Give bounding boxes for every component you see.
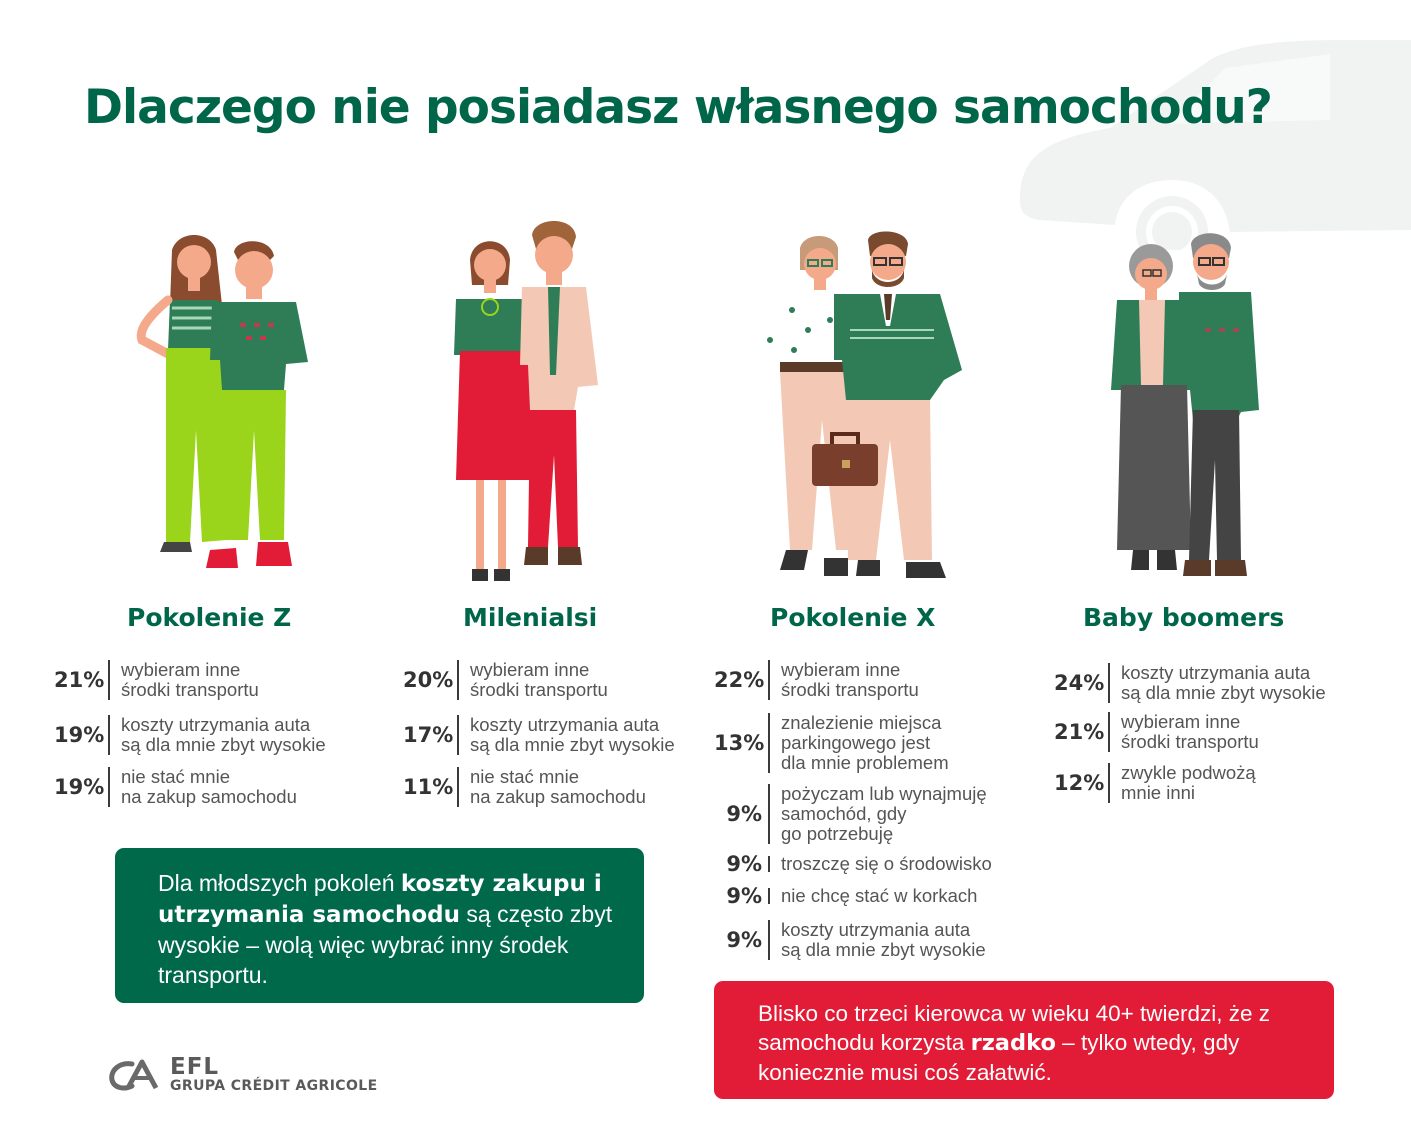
stat-item: 9% koszty utrzymania auta są dla mnie zby…	[714, 920, 986, 960]
stat-percentage: 21%	[54, 668, 105, 692]
generation-name-millennials: Milenialsi	[463, 603, 598, 632]
stat-percentage: 11%	[403, 775, 454, 799]
young-generations-note: Dla młodszych pokoleń koszty zakupu i ut…	[115, 848, 644, 1003]
logo-name: EFL	[170, 1054, 220, 1080]
ca-logo-icon	[109, 1059, 159, 1091]
stat-description: nie stać mnie na zakup samochodu	[470, 766, 646, 807]
stat-divider	[1108, 663, 1110, 703]
stat-description: znalezienie miejsca parkingowego jest dla …	[781, 712, 949, 773]
stat-description: wybieram inne środki transportu	[121, 659, 259, 700]
stat-percentage: 22%	[714, 668, 765, 692]
stat-percentage: 21%	[1054, 720, 1105, 744]
car-silhouette-icon	[1020, 40, 1411, 250]
stat-item: 11% nie stać mnie na zakup samochodu	[403, 767, 646, 807]
stat-divider	[457, 715, 459, 755]
stat-description: wybieram inne środki transportu	[470, 659, 608, 700]
stat-divider	[1108, 712, 1110, 752]
stat-percentage: 9%	[726, 884, 762, 908]
stat-item: 9% nie chcę stać w korkach	[714, 884, 977, 908]
generation-name-boomers: Baby boomers	[1083, 603, 1285, 632]
stat-description: koszty utrzymania auta są dla mnie zbyt w…	[121, 714, 326, 755]
stat-item: 12% zwykle podwożą mnie inni	[1054, 763, 1256, 803]
stat-item: 9% troszczę się o środowisko	[714, 852, 992, 876]
efl-logo: EFL GRUPA CRÉDIT AGRICOLE	[108, 1056, 378, 1094]
stat-percentage: 19%	[54, 723, 105, 747]
stat-item: 21% wybieram inne środki transportu	[54, 660, 259, 700]
stat-description: nie stać mnie na zakup samochodu	[121, 766, 297, 807]
stat-percentage: 9%	[726, 802, 762, 826]
stat-percentage: 20%	[403, 668, 454, 692]
note-text: Dla młodszych pokoleń	[158, 870, 401, 896]
stat-description: pożyczam lub wynajmuję samochód, gdy go po…	[781, 783, 987, 844]
senior-couple-illustration	[1111, 233, 1259, 576]
stat-percentage: 12%	[1054, 771, 1105, 795]
millennial-couple-illustration	[454, 221, 598, 581]
stat-item: 19% koszty utrzymania auta są dla mnie zb…	[54, 715, 326, 755]
stat-item: 13% znalezienie miejsca parkingowego jest…	[714, 713, 949, 773]
logo-subtitle: GRUPA CRÉDIT AGRICOLE	[170, 1078, 378, 1094]
stat-description: troszczę się o środowisko	[781, 853, 992, 874]
stat-divider	[768, 856, 770, 872]
stat-divider	[768, 660, 770, 700]
stat-divider	[1108, 763, 1110, 803]
stat-percentage: 9%	[726, 928, 762, 952]
stat-item: 22% wybieram inne środki transportu	[714, 660, 919, 700]
stat-divider	[457, 767, 459, 807]
stat-item: 24% koszty utrzymania auta są dla mnie zb…	[1054, 663, 1326, 703]
stat-divider	[768, 713, 770, 773]
stat-item: 19% nie stać mnie na zakup samochodu	[54, 767, 297, 807]
generation-name-z: Pokolenie Z	[127, 603, 292, 632]
genx-couple-illustration	[767, 231, 962, 578]
stat-divider	[108, 660, 110, 700]
generation-name-x: Pokolenie X	[770, 603, 936, 632]
stat-item: 20% wybieram inne środki transportu	[403, 660, 608, 700]
stat-divider	[768, 888, 770, 904]
stat-item: 9% pożyczam lub wynajmuję samochód, gdy go…	[714, 784, 987, 844]
stat-description: koszty utrzymania auta są dla mnie zbyt w…	[1121, 662, 1326, 703]
drivers-40plus-note: Blisko co trzeci kierowca w wieku 40+ tw…	[714, 981, 1334, 1099]
stat-item: 21% wybieram inne środki transportu	[1054, 712, 1259, 752]
stat-percentage: 13%	[714, 731, 765, 755]
stat-description: nie chcę stać w korkach	[781, 885, 978, 906]
note-text: są często zbyt wysokie – wolą więc wybra…	[158, 901, 613, 988]
stat-divider	[108, 715, 110, 755]
stat-percentage: 9%	[726, 852, 762, 876]
note-highlight: koszty zakupu i utrzymania samochodu	[158, 871, 602, 928]
stat-description: wybieram inne środki transportu	[781, 659, 919, 700]
stat-divider	[108, 767, 110, 807]
stat-item: 17% koszty utrzymania auta są dla mnie zb…	[403, 715, 675, 755]
stat-percentage: 19%	[54, 775, 105, 799]
stat-description: koszty utrzymania auta są dla mnie zbyt w…	[781, 919, 986, 960]
note-text: – tylko wtedy, gdy koniecznie musi coś z…	[758, 1030, 1240, 1085]
stat-divider	[457, 660, 459, 700]
stat-description: wybieram inne środki transportu	[1121, 711, 1259, 752]
note-highlight: rzadko	[970, 1030, 1056, 1056]
stat-divider	[768, 784, 770, 844]
young-couple-illustration	[136, 235, 308, 568]
stat-percentage: 24%	[1054, 671, 1105, 695]
page-title: Dlaczego nie posiadasz własnego samochod…	[84, 80, 1273, 135]
stat-description: koszty utrzymania auta są dla mnie zbyt w…	[470, 714, 675, 755]
stat-percentage: 17%	[403, 723, 454, 747]
stat-description: zwykle podwożą mnie inni	[1121, 762, 1256, 803]
note-text: Blisko co trzeci kierowca w wieku 40+ tw…	[758, 1001, 1271, 1055]
stat-divider	[768, 920, 770, 960]
